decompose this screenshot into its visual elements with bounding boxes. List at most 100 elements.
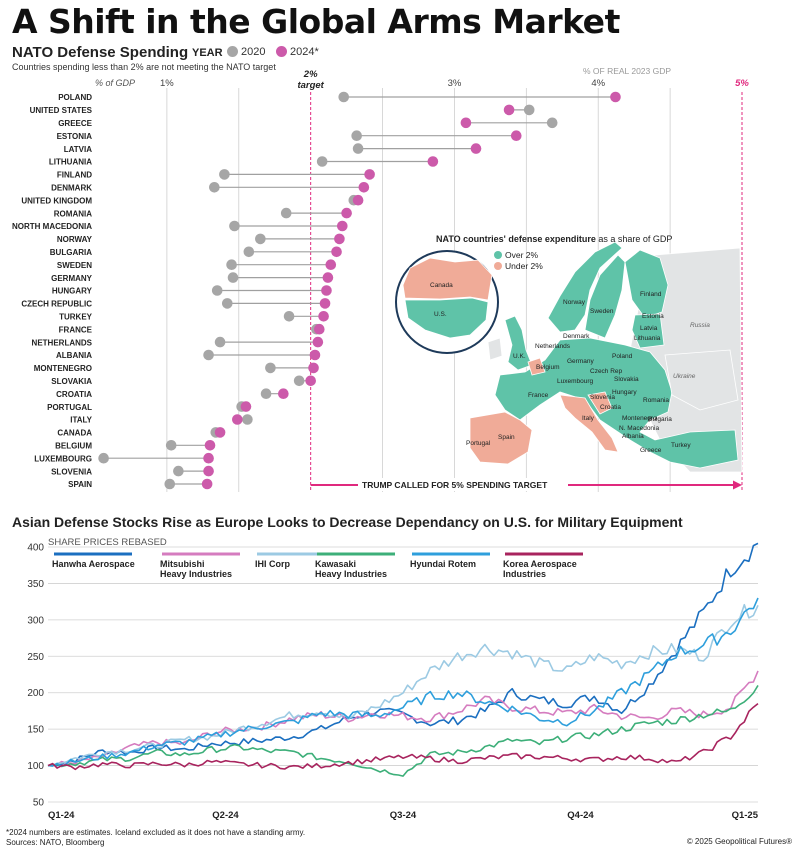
dot-2024 xyxy=(308,362,319,374)
country-label: BELGIUM xyxy=(55,442,92,451)
dot-2024 xyxy=(427,156,439,167)
trump-arrow-label-bg xyxy=(358,478,568,491)
map-label-lithuania: Lithuania xyxy=(634,335,661,342)
map-continent xyxy=(494,337,739,469)
x-tick-label: 3% xyxy=(448,78,462,89)
copyright: © 2025 Geopolitical Futures® xyxy=(686,837,792,846)
map-label-turkey: Turkey xyxy=(671,442,691,449)
map-title: NATO countries' defense expenditure as a… xyxy=(436,234,672,244)
dot-2020 xyxy=(242,414,253,425)
map-label-germany: Germany xyxy=(567,358,594,365)
series-line-ihi-corp xyxy=(47,603,759,767)
target-2pct-label-2: target xyxy=(297,80,324,91)
map-label-russia: Russia xyxy=(690,322,710,329)
dot-2020 xyxy=(173,465,184,477)
dot-2024 xyxy=(312,336,324,348)
map-ireland xyxy=(487,337,503,361)
map-canada xyxy=(402,257,493,301)
map-label-hungary: Hungary xyxy=(612,389,637,396)
dot-2024 xyxy=(364,169,375,180)
country-label: LITHUANIA xyxy=(49,158,92,167)
dot-2024 xyxy=(201,478,213,490)
map-label-croatia: Croatia xyxy=(600,404,621,411)
legend-2024-dot xyxy=(276,46,287,57)
country-label: UNITED KINGDOM xyxy=(21,196,92,205)
legend-label: Industries xyxy=(503,569,546,579)
dot-2020 xyxy=(98,452,109,464)
legend-label: Heavy Industries xyxy=(160,569,232,579)
dot-2024 xyxy=(309,349,321,361)
trump-arrow-label: TRUMP CALLED FOR 5% SPENDING TARGET xyxy=(362,480,548,490)
map-legend-over-swatch xyxy=(494,251,502,259)
year-legend-label: YEAR xyxy=(192,47,223,59)
country-label: SPAIN xyxy=(68,480,92,489)
dot-2020 xyxy=(255,233,266,245)
stocks-line-chart: 50 100 150 200 250 300 350 400 Q1-24 Q2-24 Q3-24 Q4… xyxy=(27,543,759,821)
country-label: ESTONIA xyxy=(57,132,93,141)
dot-2024 xyxy=(321,285,332,296)
dot-2020 xyxy=(203,349,214,361)
country-label: GERMANY xyxy=(51,274,93,283)
map-italy xyxy=(559,394,619,453)
dot-2024 xyxy=(470,143,482,154)
map-label-latvia: Latvia xyxy=(640,325,658,332)
map-baltics xyxy=(631,313,665,349)
dot-2024 xyxy=(610,91,621,103)
sources: Sources: NATO, Bloomberg xyxy=(6,838,105,847)
dot-2020 xyxy=(211,285,223,296)
dot-2020 xyxy=(164,478,176,490)
country-label: MONTENEGRO xyxy=(34,364,92,373)
dot-2024 xyxy=(358,182,370,193)
country-label: NORTH MACEDONIA xyxy=(12,222,92,231)
dot-2020 xyxy=(219,169,230,180)
series-line-mitsubishi-heavy-industries xyxy=(48,670,759,767)
map-label-slovakia: Slovakia xyxy=(614,376,639,383)
map-label-slovenia: Slovenia xyxy=(590,394,615,401)
x-tick-label: Q1-24 xyxy=(48,810,75,821)
map-slovenia-croatia xyxy=(587,391,613,415)
country-label: SLOVENIA xyxy=(51,467,92,476)
dot-2020 xyxy=(209,182,220,193)
x-tick-label: 4% xyxy=(591,78,605,89)
map-label-portugal: Portugal xyxy=(466,440,491,447)
y-tick-label: 150 xyxy=(27,725,44,736)
nato-spending-chart: % of GDP 1% 3% 4% 2%target 5% NATO countries'… xyxy=(12,69,749,492)
country-label: NETHERLANDS xyxy=(32,338,93,347)
country-label: UNITED STATES xyxy=(30,106,93,115)
country-label: GREECE xyxy=(58,119,92,128)
map-label-greece: Greece xyxy=(640,447,662,454)
map-label-denmark: Denmark xyxy=(563,333,590,340)
legend-label: Kawasaki xyxy=(315,559,356,569)
dot-2020 xyxy=(546,117,558,129)
map-label-netherlands: Netherlands xyxy=(535,343,571,350)
map-label-ukraine: Ukraine xyxy=(673,373,696,380)
legend-label: Hanwha Aerospace xyxy=(52,559,135,569)
country-label: TURKEY xyxy=(59,313,93,322)
country-label: BULGARIA xyxy=(50,248,92,257)
nato-map-text: NATO countries' defense expenditure as a… xyxy=(430,234,710,454)
dot-2024 xyxy=(214,427,226,438)
map-label-sweden: Sweden xyxy=(590,308,614,315)
x-axis-unit-label: % of GDP xyxy=(95,78,135,88)
dot-2024 xyxy=(510,130,522,141)
dot-2024 xyxy=(334,233,345,245)
dot-2024 xyxy=(325,259,337,271)
legend-2020-label: 2020 xyxy=(241,46,266,58)
series-line-korea-aerospace-industries xyxy=(47,702,759,771)
dot-2024 xyxy=(232,414,243,425)
country-label: LUXEMBOURG xyxy=(34,454,92,463)
y-tick-label: 250 xyxy=(27,652,44,663)
dot-2024 xyxy=(336,220,348,232)
country-label: ALBANIA xyxy=(56,351,92,360)
country-label: SWEDEN xyxy=(57,261,92,270)
dot-2024 xyxy=(341,207,352,219)
unit-label-right: % OF REAL 2023 GDP xyxy=(583,66,672,76)
nato-note: Countries spending less than 2% are not … xyxy=(12,62,276,72)
legend-label: Heavy Industries xyxy=(315,569,387,579)
dot-2024 xyxy=(305,375,316,387)
dot-2024 xyxy=(278,388,289,400)
map-label-belgium: Belgium xyxy=(536,364,559,371)
y-tick-label: 100 xyxy=(27,761,44,772)
dot-2020 xyxy=(338,91,350,103)
map-title-rest: as a share of GDP xyxy=(596,234,673,244)
